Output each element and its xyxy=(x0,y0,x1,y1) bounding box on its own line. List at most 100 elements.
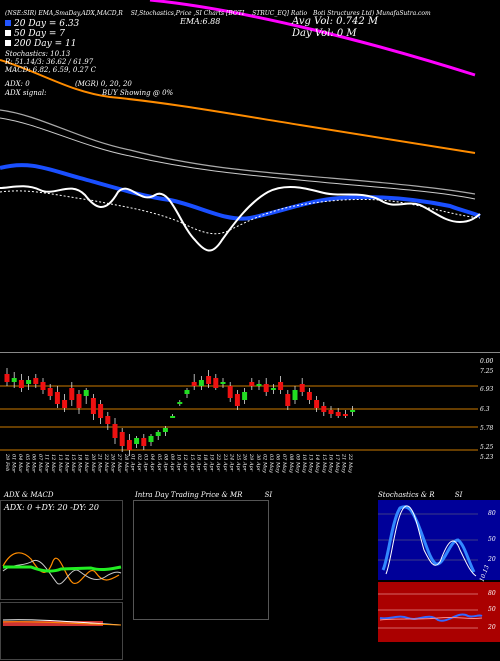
candle-body xyxy=(234,394,240,406)
date-label: 09 Apr xyxy=(169,454,175,472)
date-label: 16 Apr xyxy=(195,454,201,472)
candle-body xyxy=(69,388,75,400)
stoch-lines xyxy=(378,505,478,577)
stoch-tick: 50 xyxy=(488,536,496,543)
adx-lines xyxy=(2,552,122,585)
candle-body xyxy=(278,382,284,390)
candle-body xyxy=(33,378,39,384)
ema50-line xyxy=(0,59,476,154)
ema200-line xyxy=(149,0,476,77)
adx-panel: ADX: 0 +DY: 20 -DY: 20 xyxy=(0,500,123,600)
macd-panel xyxy=(0,602,123,660)
date-label: 15 May xyxy=(321,454,327,473)
ema-label-left: EMA:6.88 xyxy=(180,17,221,26)
candle-body xyxy=(220,382,226,384)
candle-body xyxy=(285,394,291,406)
candle-body xyxy=(62,400,68,408)
adx-caption: ADX: 0 +DY: 20 -DY: 20 xyxy=(4,503,99,512)
intraday-panel-title: Intra Day Trading Price & MR SI xyxy=(135,491,273,499)
date-label: 10 Apr xyxy=(176,454,182,472)
rsi-tick: 50 xyxy=(488,606,496,613)
rsi-line xyxy=(379,613,483,622)
candle-body xyxy=(177,402,183,404)
price-tick: 5.25 xyxy=(480,444,494,451)
date-label: 02 May xyxy=(261,454,267,473)
stochastics-readout: Stochastics: 10.13 xyxy=(5,50,71,58)
date-label: 04 Apr xyxy=(149,454,155,472)
candle-body xyxy=(54,392,60,404)
date-label: 22 Apr xyxy=(215,453,221,472)
main-chart xyxy=(0,0,481,252)
date-label: 21 May xyxy=(341,453,347,473)
buy-showing: BUY Showing @ 0% xyxy=(102,89,174,97)
date-label: 14 Mar xyxy=(63,454,69,473)
date-label: 20 Mar xyxy=(90,453,96,473)
adx-signal: ADX signal: xyxy=(5,89,47,97)
header-left: (NSE:SIR) EMA,SmaDay,ADX,MACD,R xyxy=(5,10,123,17)
candle-body xyxy=(270,388,276,390)
date-label: 29 Feb xyxy=(4,453,10,471)
legend-swatch xyxy=(5,30,11,36)
date-label: 06 May xyxy=(275,454,281,473)
candle-body xyxy=(126,440,132,450)
candle-body xyxy=(184,390,190,394)
date-label: 03 May xyxy=(268,454,274,473)
candle-body xyxy=(98,404,104,418)
rsi-signal-line xyxy=(379,616,483,621)
header-company: Boti Structures Ltd) MunafaSutra.com xyxy=(313,10,431,17)
candle-body xyxy=(83,390,89,396)
candle-body xyxy=(105,416,111,424)
candle-body xyxy=(299,384,305,392)
candle-body xyxy=(141,438,147,446)
candle-body xyxy=(314,400,320,408)
stoch-panel-title: Stochastics & R SI xyxy=(378,491,463,499)
date-label: 15 Mar xyxy=(70,454,76,473)
date-label: 24 Apr xyxy=(228,453,234,472)
candle-body xyxy=(162,428,168,432)
date-label: 12 Mar xyxy=(50,454,56,473)
adx-readout: ADX: 0 xyxy=(5,80,30,88)
indicators: Stochastics: 10.13 R: 51.14/3: 36.62 / 6… xyxy=(5,50,96,74)
candle-body xyxy=(256,384,262,386)
adx-panel-title: ADX & MACD xyxy=(4,491,54,499)
candle-body xyxy=(227,386,233,398)
date-label: 08 May xyxy=(288,454,294,473)
candle-body xyxy=(4,374,10,382)
price-tick-top: 0.00 xyxy=(480,358,494,365)
date-label: 01 Mar xyxy=(11,454,17,473)
price-tick: 6.3 xyxy=(480,406,490,413)
candle-body xyxy=(242,392,248,400)
macd-readout: MACD: 6.82, 6.59, 0.27 C xyxy=(5,66,97,74)
date-label: 01 Apr xyxy=(129,454,135,472)
date-label: 25 Apr xyxy=(235,453,241,472)
candle-body xyxy=(342,414,348,416)
candle-body xyxy=(206,376,212,384)
candle-body xyxy=(26,380,32,384)
candle-body xyxy=(148,436,154,442)
date-label: 15 Apr xyxy=(189,454,195,472)
ema20-line xyxy=(0,163,481,221)
rsi-tick: 20 xyxy=(488,624,496,631)
date-label: 05 Apr xyxy=(156,454,162,472)
stoch-d-line xyxy=(385,505,477,577)
candle-body xyxy=(292,390,298,400)
date-label: 07 Mar xyxy=(37,454,43,473)
stoch-k-line xyxy=(381,505,476,573)
date-label: 04 Mar xyxy=(17,454,23,473)
candle-body xyxy=(249,382,255,386)
macd-histogram xyxy=(3,621,103,626)
price-tick: 7.25 xyxy=(480,368,494,375)
date-label: 12 Apr xyxy=(182,454,188,472)
date-label: 11 Mar xyxy=(44,454,50,473)
date-label: 13 Mar xyxy=(57,454,63,473)
date-label: 29 Apr xyxy=(248,453,254,472)
adx-line xyxy=(3,565,122,573)
candle-body xyxy=(350,410,356,412)
candle-chart xyxy=(0,368,478,456)
candle-body xyxy=(198,380,204,386)
date-label: 18 Mar xyxy=(77,454,83,473)
date-label: 19 Apr xyxy=(209,454,215,472)
candle-body xyxy=(335,412,341,416)
candle-body xyxy=(321,406,327,412)
candle-body xyxy=(90,398,96,414)
